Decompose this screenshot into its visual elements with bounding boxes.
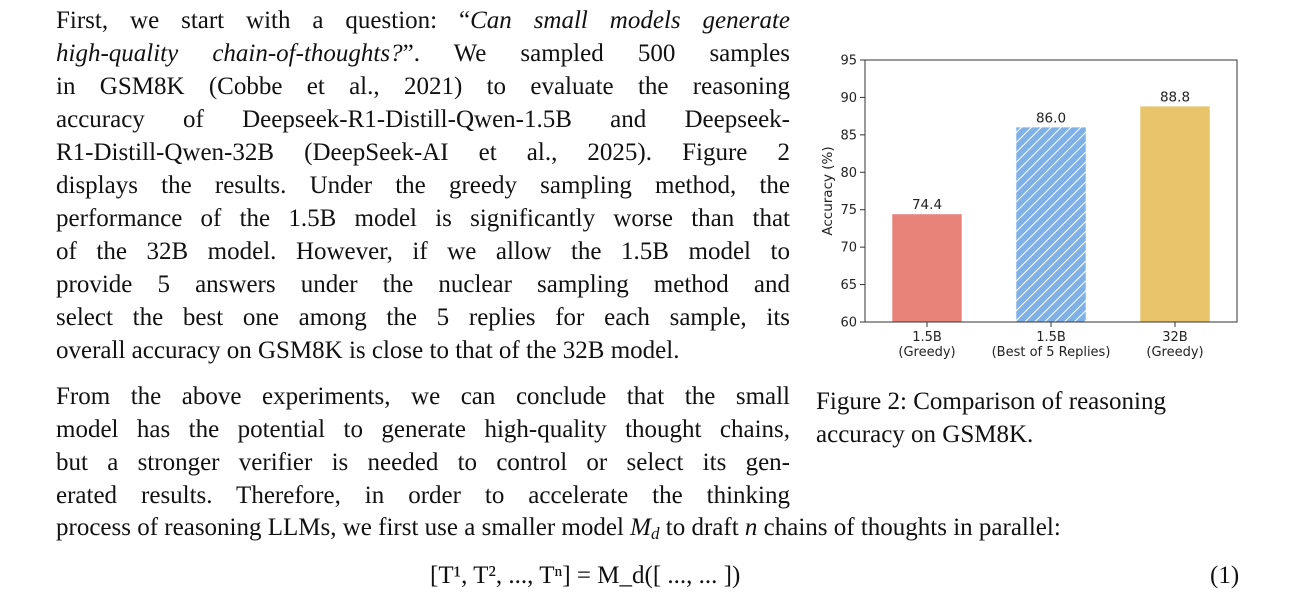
text-run: overall accuracy on GSM8K is close to th… bbox=[56, 337, 680, 364]
paragraph-intro-line: of the 32B model. However, if we allow t… bbox=[56, 235, 790, 268]
italic-question-run: Can small models generate bbox=[470, 7, 791, 34]
x-tick-label: 1.5B bbox=[912, 330, 942, 345]
bar-1 bbox=[892, 214, 962, 322]
paragraph-intro-line: performance of the 1.5B model is signifi… bbox=[56, 202, 790, 235]
text-run: provide 5 answers under the nuclear samp… bbox=[56, 271, 790, 298]
paragraph-conclusion-line: From the above experiments, we can concl… bbox=[56, 383, 790, 410]
y-tick-label: 95 bbox=[840, 54, 857, 69]
paragraph-conclusion-line: but a stronger verifier is needed to con… bbox=[56, 449, 790, 476]
text-run: ”. We sampled 500 samples bbox=[402, 40, 790, 67]
paragraph-conclusion-line: erated results. Therefore, in order to a… bbox=[56, 482, 790, 509]
paragraph-intro-line: in GSM8K (Cobbe et al., 2021) to evaluat… bbox=[56, 70, 790, 103]
figure-caption: Figure 2: Comparison of reasoning accura… bbox=[816, 388, 1166, 448]
chart-svg: 606570758085909574.41.5B(Greedy)86.01.5B… bbox=[820, 54, 1238, 360]
text-run: performance of the 1.5B model is signifi… bbox=[56, 205, 790, 232]
paragraph-intro-line: provide 5 answers under the nuclear samp… bbox=[56, 268, 790, 301]
text-run: R1-Distill-Qwen-32B (DeepSeek-AI et al.,… bbox=[56, 139, 790, 166]
paragraph-intro-line: R1-Distill-Qwen-32B (DeepSeek-AI et al.,… bbox=[56, 136, 790, 169]
plot-frame bbox=[864, 59, 1238, 323]
method-text-a: process of reasoning LLMs, we first use … bbox=[56, 514, 631, 541]
y-tick-label: 90 bbox=[840, 91, 857, 106]
paragraph-intro-line: accuracy of Deepseek-R1-Distill-Qwen-1.5… bbox=[56, 103, 790, 136]
paragraph-intro-line: displays the results. Under the greedy s… bbox=[56, 169, 790, 202]
math-model-subscript: d bbox=[651, 524, 660, 543]
y-tick-label: 65 bbox=[840, 278, 857, 293]
text-run: accuracy of Deepseek-R1-Distill-Qwen-1.5… bbox=[56, 106, 790, 133]
paragraph-intro-line: high-quality chain-of-thoughts?”. We sam… bbox=[56, 37, 790, 70]
y-tick-label: 75 bbox=[840, 203, 857, 218]
paragraph-intro-line: overall accuracy on GSM8K is close to th… bbox=[56, 334, 790, 367]
paragraph-intro: First, we start with a question: “Can sm… bbox=[56, 4, 790, 367]
paragraph-intro-line: First, we start with a question: “Can sm… bbox=[56, 4, 790, 37]
bar-3 bbox=[1140, 106, 1210, 322]
x-tick-label: 32B bbox=[1162, 330, 1187, 345]
x-tick-label: (Greedy) bbox=[1146, 345, 1203, 360]
text-run: displays the results. Under the greedy s… bbox=[56, 172, 790, 199]
x-tick-label: (Best of 5 Replies) bbox=[992, 345, 1111, 360]
y-tick-label: 60 bbox=[840, 316, 857, 331]
y-axis-label: Accuracy (%) bbox=[820, 146, 836, 235]
text-run: select the best one among the 5 replies … bbox=[56, 304, 790, 331]
paragraph-intro-line: select the best one among the 5 replies … bbox=[56, 301, 790, 334]
paragraph-conclusion: From the above experiments, we can concl… bbox=[56, 380, 790, 512]
accuracy-bar-chart: 60 65 70 75 80 85 90 95 74.4 1.5B (Greedy) 86.0 1.5B… bbox=[815, 46, 1255, 376]
y-tick-label: 85 bbox=[840, 128, 857, 143]
paragraph-conclusion-line: model has the potential to generate high… bbox=[56, 416, 790, 443]
y-tick-label: 80 bbox=[840, 166, 857, 181]
text-run: of the 32B model. However, if we allow t… bbox=[56, 238, 790, 265]
method-text-b: to draft bbox=[659, 514, 745, 541]
y-tick-label: 70 bbox=[840, 241, 857, 256]
math-model-symbol: M bbox=[630, 514, 651, 541]
equation-number: (1) bbox=[1210, 562, 1240, 589]
bar-2 bbox=[1016, 127, 1086, 322]
paragraph-method: process of reasoning LLMs, we first use … bbox=[56, 511, 1246, 550]
method-text-c: chains of thoughts in parallel: bbox=[757, 514, 1061, 541]
bar-value-label: 88.8 bbox=[1160, 89, 1190, 105]
bar-value-label: 74.4 bbox=[912, 197, 942, 213]
math-n-symbol: n bbox=[744, 514, 758, 541]
text-run: in GSM8K (Cobbe et al., 2021) to evaluat… bbox=[56, 73, 790, 100]
bar-value-label: 86.0 bbox=[1036, 110, 1066, 126]
x-tick-label: (Greedy) bbox=[898, 345, 955, 360]
text-run: First, we start with a question: “ bbox=[56, 7, 471, 34]
x-tick-label: 1.5B bbox=[1036, 330, 1066, 345]
equation-1: [T¹, T², ..., Tⁿ] = M_d([ ..., ... ]) bbox=[430, 562, 741, 589]
italic-question-run: high-quality chain-of-thoughts? bbox=[56, 40, 403, 67]
